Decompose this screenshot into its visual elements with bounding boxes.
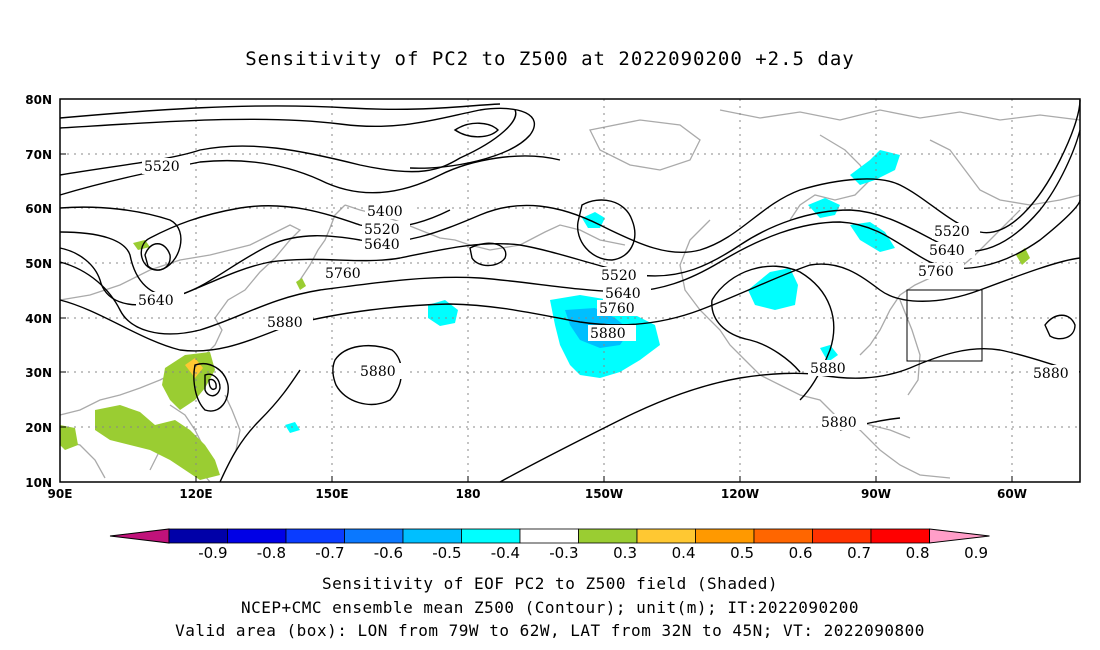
colorbar-tick-label: -0.6	[374, 544, 403, 562]
valid-area-box	[906, 289, 983, 362]
map-frame	[59, 98, 1081, 483]
caption-line-1: Sensitivity of EOF PC2 to Z500 field (Sh…	[322, 574, 778, 593]
lon-label: 150W	[585, 487, 623, 501]
colorbar-tick-label: 0.4	[672, 544, 696, 562]
colorbar-swatch	[402, 528, 462, 544]
lon-label: 150E	[315, 487, 348, 501]
cyan-patch-west	[428, 300, 458, 326]
lat-label: 80N	[25, 93, 52, 107]
contour-label: 5880	[810, 361, 846, 377]
green-patch-siberia	[133, 240, 150, 250]
colorbar-tick-label: 0.3	[613, 544, 637, 562]
contour-label: 5880	[1033, 366, 1069, 382]
lat-label: 10N	[25, 476, 52, 490]
colorbar-swatch	[461, 528, 521, 544]
colorbar-high-extend	[929, 528, 990, 544]
colorbar-low-extend	[109, 528, 170, 544]
contour-label: 5760	[599, 301, 635, 317]
contour-label: 5760	[918, 264, 954, 280]
lat-label: 30N	[25, 366, 52, 380]
map-title: Sensitivity of PC2 to Z500 at 2022090200…	[245, 48, 855, 70]
green-patch-japan	[296, 278, 306, 290]
contour-label: 5640	[929, 243, 965, 259]
longitude-labels: 90E 120E 150E 180 150W 120W 90W 60W	[48, 487, 1027, 501]
colorbar-tick-label: -0.7	[315, 544, 344, 562]
lat-label: 40N	[25, 312, 52, 326]
cyan-patch-gulf	[748, 268, 798, 310]
lon-label: 180	[455, 487, 480, 501]
colorbar-swatch	[519, 528, 579, 544]
colorbar-tick-label: -0.8	[257, 544, 286, 562]
lat-label: 50N	[25, 257, 52, 271]
colorbar-tick-label: -0.3	[549, 544, 578, 562]
colorbar-tick-label: -0.5	[432, 544, 461, 562]
caption-line-2: NCEP+CMC ensemble mean Z500 (Contour); u…	[240, 598, 860, 617]
lon-label: 120W	[721, 487, 759, 501]
cyan-patch-canada	[850, 150, 900, 185]
latitude-labels: 80N 70N 60N 50N 40N 30N 20N 10N	[25, 93, 52, 490]
lon-label: 90E	[48, 487, 73, 501]
colorbar-tick-label: -0.4	[491, 544, 520, 562]
colorbar-tick-label: 0.8	[906, 544, 930, 562]
colorbar-tick-label: 0.7	[847, 544, 871, 562]
colorbar-tick-label: 0.6	[789, 544, 813, 562]
colorbar-swatch	[578, 528, 638, 544]
lon-label: 90W	[861, 487, 891, 501]
green-patch-west-edge	[60, 425, 78, 450]
contour-label: 5520	[934, 224, 970, 240]
contour-label: 5880	[590, 326, 626, 342]
colorbar-swatch	[695, 528, 755, 544]
colorbar-swatch	[344, 528, 404, 544]
colorbar: -0.9 -0.8 -0.7 -0.6 -0.5 -0.4 -0.3 0.3 0.4 0.5 0.6…	[109, 528, 990, 562]
lon-label: 120E	[179, 487, 212, 501]
contour-label: 5640	[605, 286, 641, 302]
contour-label: 5520	[144, 159, 180, 175]
colorbar-tick-label: -0.9	[198, 544, 227, 562]
contour-label: 5640	[364, 237, 400, 253]
green-patch-atlantic	[1016, 248, 1030, 265]
contour-labels: 5520 5400 5520 5640 5760 5640 5880 5880 …	[136, 158, 1079, 431]
colorbar-tick-label: 0.9	[964, 544, 988, 562]
cyan-patch-labrador	[850, 222, 895, 252]
contour-label: 5880	[821, 415, 857, 431]
contour-label: 5880	[267, 315, 303, 331]
colorbar-swatch	[812, 528, 872, 544]
lat-label: 60N	[25, 202, 52, 216]
colorbar-swatch	[753, 528, 813, 544]
colorbar-swatch	[285, 528, 345, 544]
lon-label: 60W	[997, 487, 1027, 501]
colorbar-swatch	[636, 528, 696, 544]
contour-label: 5880	[360, 364, 396, 380]
lat-label: 70N	[25, 148, 52, 162]
lat-label: 20N	[25, 421, 52, 435]
contour-label: 5400	[367, 204, 403, 220]
contour-label: 5520	[364, 222, 400, 238]
map-panel: 5520 5400 5520 5640 5760 5640 5880 5880 …	[59, 98, 1081, 483]
colorbar-tick-label: 0.5	[730, 544, 754, 562]
contour-label: 5640	[138, 293, 174, 309]
colorbar-swatch	[870, 528, 930, 544]
colorbar-swatch	[227, 528, 287, 544]
caption-line-3: Valid area (box): LON from 79W to 62W, L…	[175, 621, 925, 640]
contour-label: 5760	[325, 266, 361, 282]
axis-ticks	[60, 98, 1013, 483]
green-patch-asia-south	[95, 405, 220, 480]
colorbar-swatch	[168, 528, 228, 544]
contour-label: 5520	[601, 268, 637, 284]
